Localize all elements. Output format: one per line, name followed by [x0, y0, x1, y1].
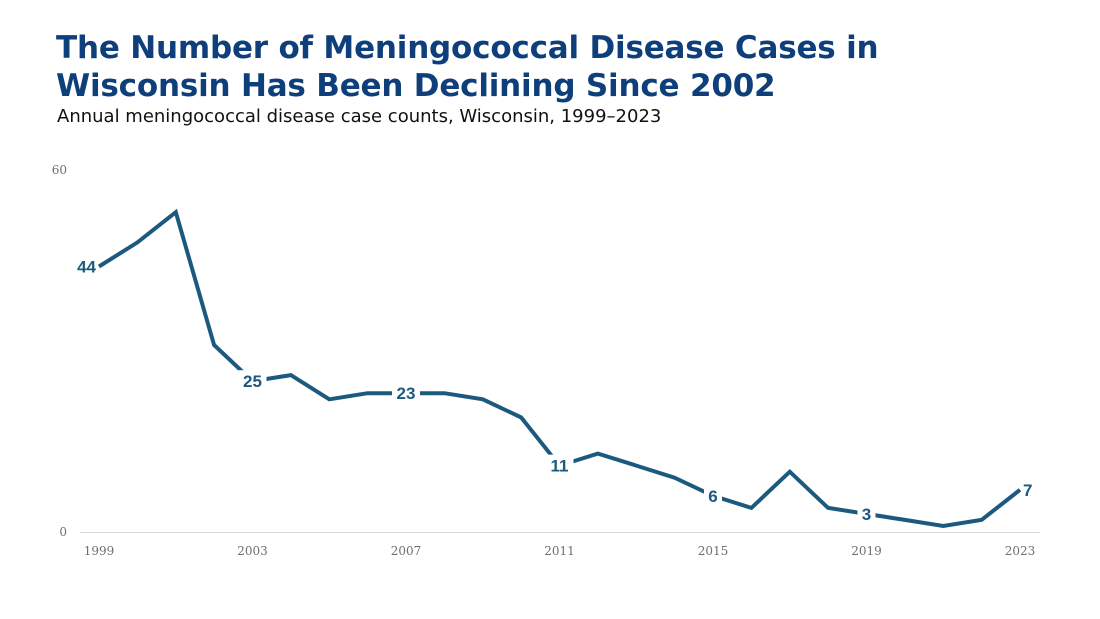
data-label: 23 — [397, 384, 416, 403]
x-tick-label: 1999 — [84, 544, 115, 558]
x-tick-label: 2023 — [1005, 544, 1036, 558]
data-label-background — [704, 484, 722, 507]
title-line-1: The Number of Meningococcal Disease Case… — [56, 30, 879, 66]
data-label: 44 — [77, 258, 96, 277]
y-axis-ticks: 0 60 — [52, 163, 67, 539]
y-tick-label: 0 — [59, 525, 67, 539]
title-line-2: Wisconsin Has Been Declining Since 2002 — [56, 68, 776, 104]
chart-title: The Number of Meningococcal Disease Case… — [56, 29, 879, 105]
data-label: 11 — [551, 457, 569, 476]
data-label: 3 — [862, 505, 871, 524]
data-label: 7 — [1023, 481, 1032, 500]
series-group — [97, 208, 1022, 529]
data-label-background — [545, 454, 574, 477]
data-label-background — [1021, 478, 1039, 501]
data-label-background — [70, 255, 98, 278]
x-axis-ticks: 1999 2003 2007 2011 2015 2019 2023 — [84, 544, 1036, 558]
x-tick-label: 2015 — [698, 544, 729, 558]
data-label: 25 — [243, 372, 262, 391]
series-line — [97, 208, 1022, 529]
data-label: 6 — [708, 487, 717, 506]
data-label-background — [392, 382, 420, 405]
x-tick-label: 2011 — [544, 544, 575, 558]
data-labels: 44 25 23 11 6 3 7 — [70, 255, 1039, 525]
data-label-background — [238, 370, 267, 393]
x-tick-label: 2003 — [237, 544, 268, 558]
x-tick-label: 2019 — [851, 544, 882, 558]
x-tick-label: 2007 — [391, 544, 422, 558]
y-tick-label: 60 — [52, 163, 67, 177]
chart-subtitle: Annual meningococcal disease case counts… — [57, 106, 662, 127]
data-label-background — [857, 502, 876, 525]
